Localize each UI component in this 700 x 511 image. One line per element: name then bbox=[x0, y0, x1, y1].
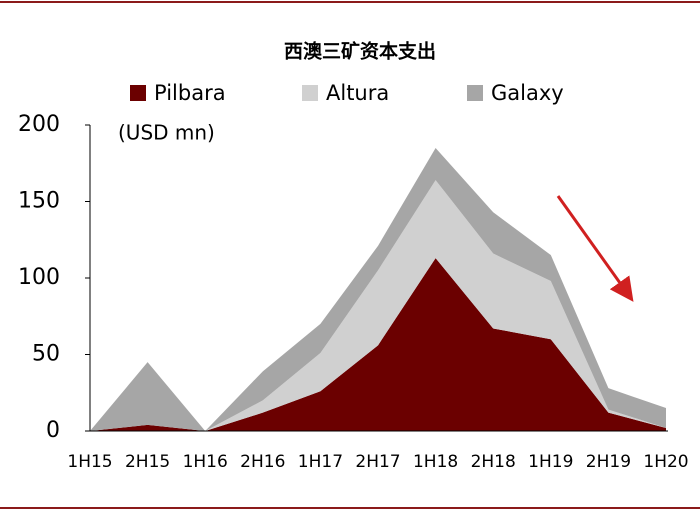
x-tick-label: 1H16 bbox=[183, 452, 228, 472]
legend-label: Galaxy bbox=[491, 81, 564, 105]
y-tick-label: 50 bbox=[32, 342, 60, 367]
x-tick-label: 1H18 bbox=[413, 452, 458, 472]
area bbox=[90, 180, 666, 431]
trend-arrow bbox=[556, 195, 634, 302]
area bbox=[90, 258, 666, 431]
x-tick-label: 1H17 bbox=[298, 452, 343, 472]
y-tick-label: 0 bbox=[46, 418, 60, 443]
legend: Pilbara Altura Galaxy bbox=[130, 81, 564, 105]
area bbox=[90, 147, 666, 431]
x-tick-label: 2H15 bbox=[125, 452, 170, 472]
x-tick-label: 1H15 bbox=[67, 452, 112, 472]
legend-swatch bbox=[302, 85, 318, 101]
x-tick-label: 1H19 bbox=[528, 452, 573, 472]
legend-label: Altura bbox=[326, 81, 389, 105]
x-tick-label: 2H17 bbox=[355, 452, 400, 472]
x-tick-label: 2H16 bbox=[240, 452, 285, 472]
plot-area bbox=[90, 147, 666, 431]
x-tick-label: 2H18 bbox=[471, 452, 516, 472]
legend-swatch bbox=[130, 85, 146, 101]
legend-swatch bbox=[467, 85, 483, 101]
x-tick-label: 2H19 bbox=[586, 452, 631, 472]
y-tick-label: 150 bbox=[18, 189, 60, 214]
y-tick-label: 200 bbox=[18, 112, 60, 137]
legend-label: Pilbara bbox=[154, 81, 226, 105]
y-axis-label: (USD mn) bbox=[118, 121, 215, 145]
chart-title: 西澳三矿资本支出 bbox=[284, 40, 436, 63]
x-tick-label: 1H20 bbox=[643, 452, 688, 472]
y-tick-label: 100 bbox=[18, 265, 60, 290]
